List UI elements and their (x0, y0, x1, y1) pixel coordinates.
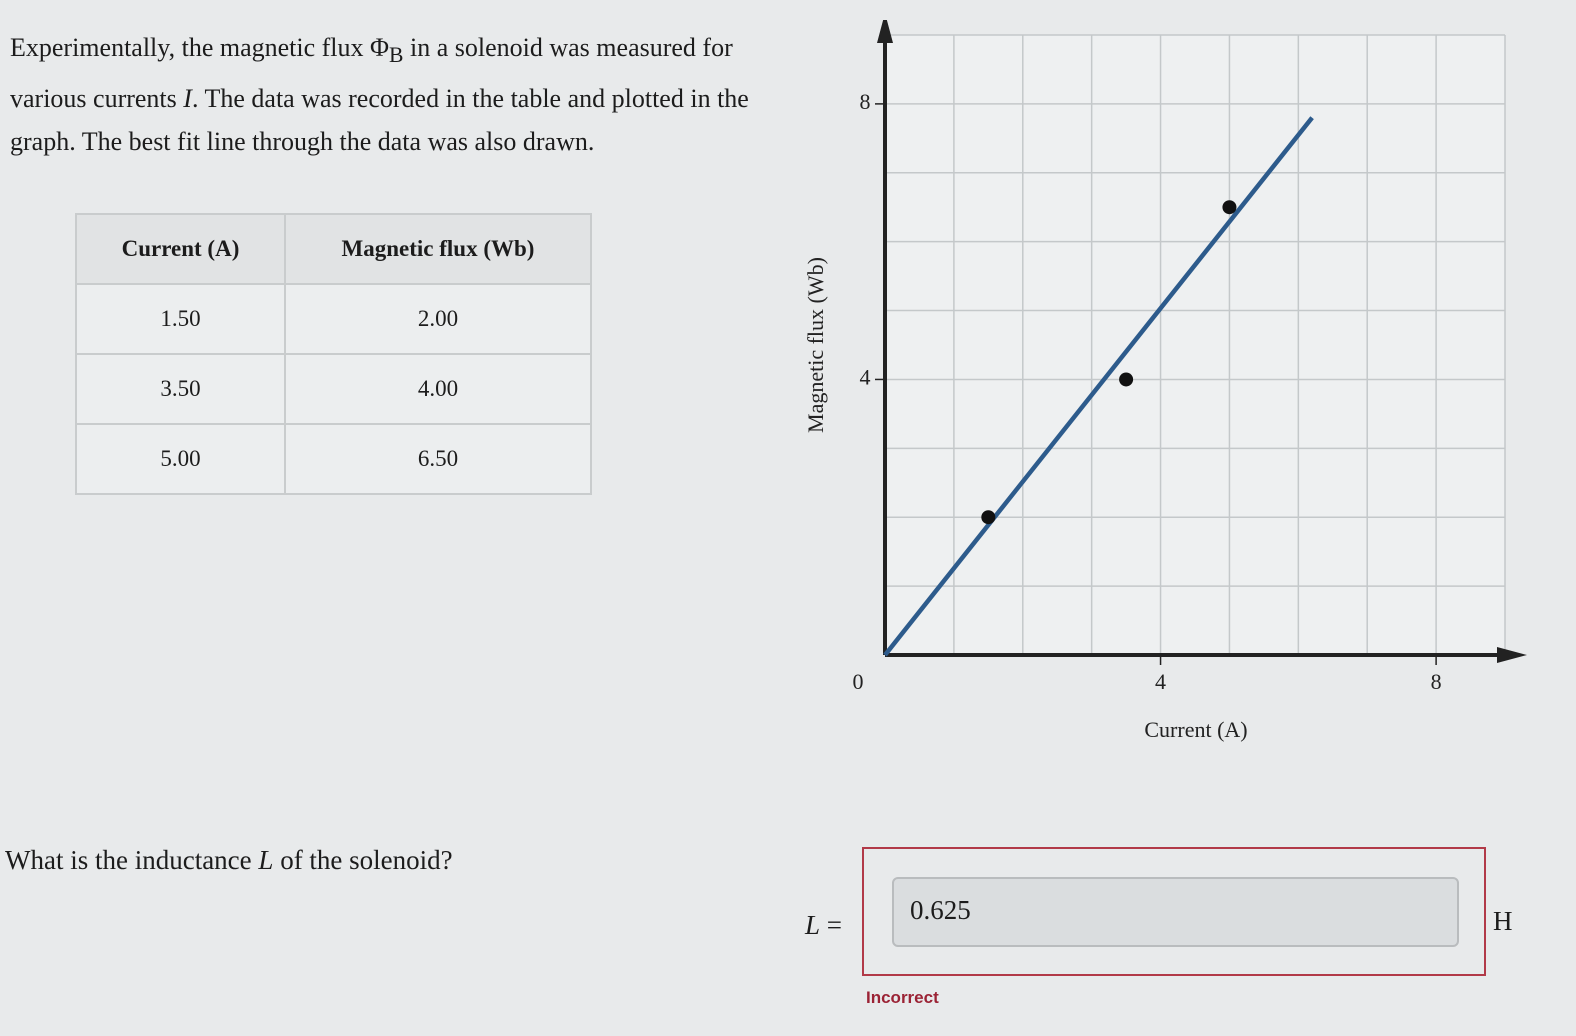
cell: 5.00 (75, 423, 286, 495)
answer-value: 0.625 (910, 895, 971, 925)
equals: = (826, 910, 843, 940)
answer-label: L = (805, 910, 842, 941)
y-tick-label: 4 (860, 364, 871, 389)
data-point (981, 510, 996, 525)
y-axis-label: Magnetic flux (Wb) (803, 257, 828, 433)
text: Experimentally, the magnetic flux (10, 33, 371, 62)
text: in a solenoid was measured for various c… (10, 33, 733, 114)
cell: 2.00 (284, 283, 592, 355)
symbol: I (183, 84, 192, 114)
cell: 4.00 (284, 353, 592, 425)
x-tick-label: 4 (1155, 669, 1166, 694)
x-arrow (1497, 647, 1527, 663)
cell: 3.50 (75, 353, 286, 425)
symbol: L (805, 910, 821, 940)
data-table: Current (A) Magnetic flux (Wb) 1.50 2.00 3… (75, 213, 592, 495)
feedback: Incorrect (866, 988, 939, 1007)
text: of the solenoid? (273, 845, 453, 875)
question: What is the inductance L of the solenoid… (5, 845, 453, 876)
y-arrow (877, 20, 893, 43)
text: What is the inductance (5, 845, 259, 875)
data-point (1119, 372, 1134, 387)
fit-line (883, 116, 1314, 657)
intro-text: Experimentally, the magnetic flux ΦB in … (10, 26, 750, 163)
unit: H (1493, 906, 1513, 936)
answer-input[interactable] (892, 877, 1459, 947)
plot-area (885, 35, 1505, 655)
chart: 0 4 8 4 8 Current (A) Magnetic flux (Wb) (803, 20, 1527, 742)
x-tick-label: 0 (853, 669, 864, 694)
symbol: Φ (370, 33, 390, 62)
cell: 1.50 (75, 283, 286, 355)
x-axis-label: Current (A) (1144, 717, 1247, 742)
symbol: L (258, 845, 274, 875)
header-cell: Magnetic flux (Wb) (284, 213, 592, 285)
text: . The data was recorded in the table and… (10, 84, 749, 157)
x-tick-label: 8 (1431, 669, 1442, 694)
cell: 6.50 (284, 423, 592, 495)
answer-box (862, 847, 1486, 976)
header-cell: Current (A) (75, 213, 286, 285)
y-tick-label: 8 (860, 89, 871, 114)
data-point (1222, 200, 1237, 215)
subscript: B (389, 43, 404, 68)
